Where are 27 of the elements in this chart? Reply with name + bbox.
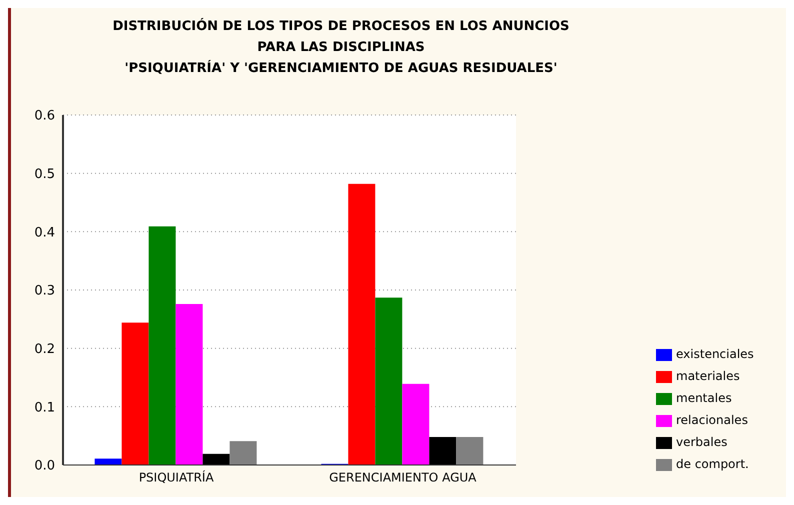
bar: [202, 454, 230, 465]
x-tick-label: GERENCIAMIENTO AGUA: [329, 470, 478, 485]
bar: [148, 226, 176, 465]
legend-label: mentales: [676, 391, 732, 405]
y-tick-label: 0.2: [34, 342, 55, 357]
x-tick-label: PSIQUIATRÍA: [138, 470, 214, 485]
bar: [348, 184, 376, 465]
bar: [375, 298, 402, 465]
legend-label: existenciales: [676, 347, 754, 361]
chart-title: DISTRIBUCIÓN DE LOS TIPOS DE PROCESOS EN LOS ANUNCIOS PARA LAS DISCIPLINAS 'PSIQUIATRÍA' Y 'GERENCIAMIENTO DE AGUAS RESIDUALES': [112, 17, 570, 78]
legend-label: relacionales: [676, 413, 748, 427]
bar: [94, 458, 122, 465]
y-tick-label: 0.5: [34, 166, 55, 182]
y-tick-label: 0.4: [34, 225, 55, 240]
legend-label: verbales: [676, 435, 728, 449]
y-tick-label: 0.1: [34, 400, 55, 416]
bar: [429, 437, 456, 465]
bar: [402, 384, 430, 465]
y-tick-label: 0.6: [34, 108, 55, 124]
legend-label: de comport.: [676, 457, 749, 471]
bar: [456, 437, 484, 465]
y-tick-label: 0.3: [34, 284, 55, 299]
bar: [176, 304, 203, 465]
bar: [122, 322, 149, 465]
y-tick-label: 0.0: [34, 458, 55, 474]
legend-label: materiales: [676, 369, 740, 383]
bar: [230, 441, 257, 465]
